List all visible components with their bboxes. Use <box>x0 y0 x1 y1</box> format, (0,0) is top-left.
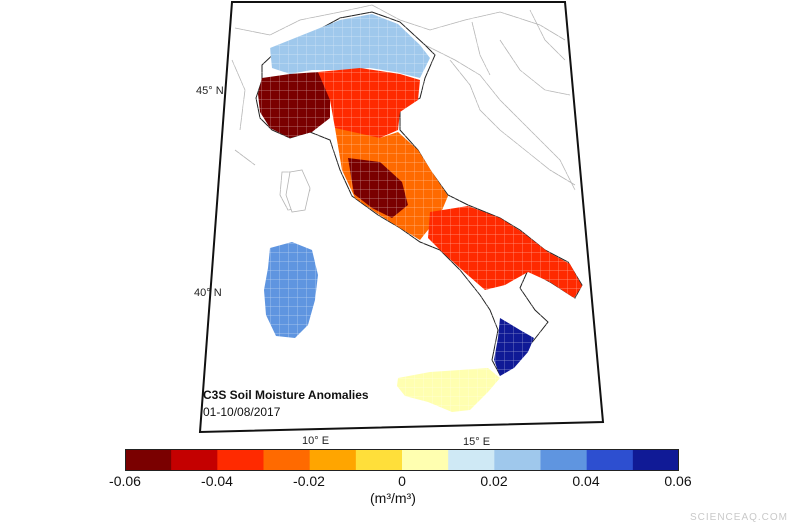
colorbar-segment <box>217 449 264 471</box>
colorbar-segment <box>494 449 541 471</box>
colorbar-segment <box>263 449 311 471</box>
colorbar-tick: 0.06 <box>664 473 692 489</box>
colorbar-segment <box>402 449 449 471</box>
colorbar-segment <box>309 449 357 471</box>
colorbar-segment <box>355 449 403 471</box>
map-frame <box>198 0 605 434</box>
longitude-label-10e: 10° E <box>302 435 330 447</box>
anomaly-field <box>258 14 582 412</box>
region-alps <box>270 14 430 78</box>
colorbar-segment <box>448 449 495 471</box>
date-range: 01-10/08/2017 <box>203 405 281 419</box>
longitude-label-15e: 15° E <box>463 436 491 448</box>
latitude-label-45n: 45° N <box>196 85 224 97</box>
colorbar-outline <box>125 449 679 471</box>
corsica-outline <box>285 169 311 213</box>
colorbar <box>125 449 679 471</box>
region-sicily <box>397 368 500 412</box>
colorbar-segment <box>540 449 588 471</box>
map-title: C3S Soil Moisture Anomalies <box>203 388 369 402</box>
latitude-label-40n: 40° N <box>194 287 222 299</box>
region-sardinia <box>264 242 318 338</box>
colorbar-tick: 0 <box>398 473 406 489</box>
colorbar-tick: -0.04 <box>201 473 233 489</box>
colorbar-tick: 0.02 <box>480 473 508 489</box>
colorbar-tick: 0.04 <box>572 473 600 489</box>
colorbar-units: (m³/m³) <box>370 490 416 506</box>
colorbar-tick: -0.06 <box>109 473 141 489</box>
colorbar-tick: -0.02 <box>293 473 325 489</box>
watermark: SCIENCEAQ.COM <box>689 512 788 523</box>
colorbar-segment <box>125 449 172 471</box>
colorbar-segment <box>171 449 218 471</box>
colorbar-segment <box>586 449 634 471</box>
region-puglia <box>428 206 582 298</box>
colorbar-segment <box>632 449 679 471</box>
